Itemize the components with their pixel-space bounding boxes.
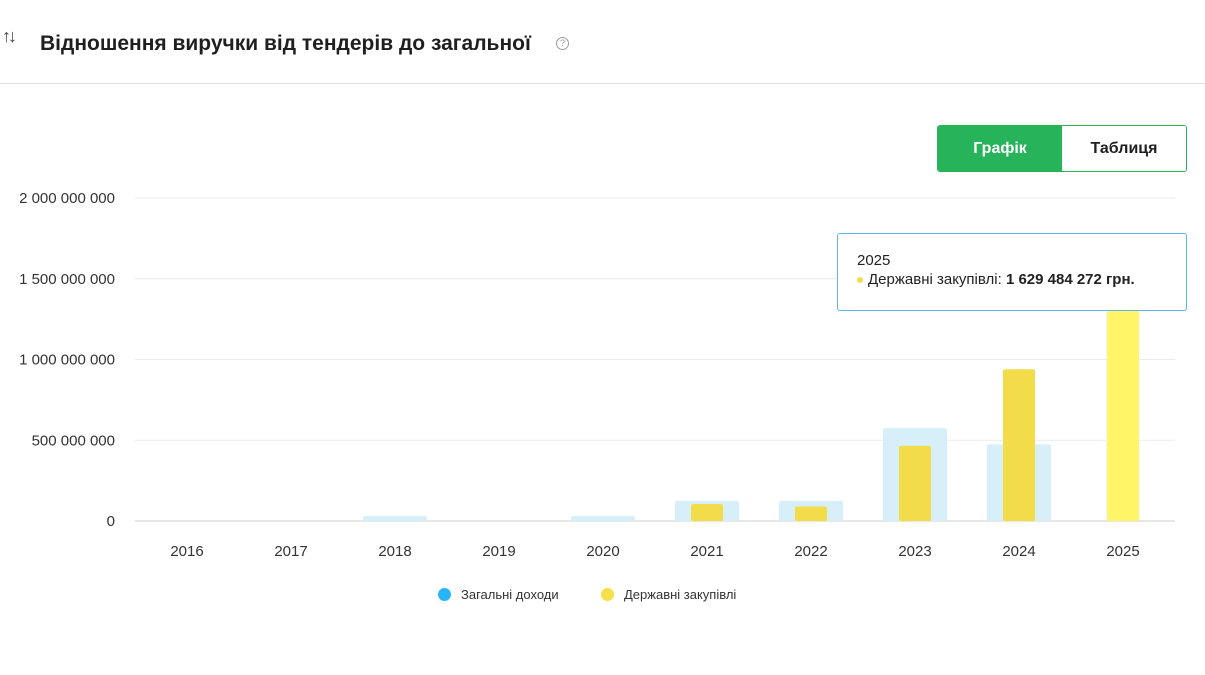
x-tick-label: 2023: [898, 543, 931, 560]
chart-view-button[interactable]: Графік: [938, 126, 1062, 171]
table-view-button[interactable]: Таблиця: [1062, 126, 1186, 171]
legend-item-income[interactable]: Загальні доходи: [438, 587, 559, 602]
x-tick-label: 2016: [170, 543, 203, 560]
x-tick-label: 2022: [794, 543, 827, 560]
y-tick-label: 1 000 000 000: [19, 352, 115, 369]
tooltip-year: 2025: [857, 252, 891, 269]
view-toggle: Графік Таблиця: [937, 125, 1187, 172]
chart-title: Відношення виручки від тендерів до загал…: [40, 32, 531, 55]
x-tick-label: 2019: [482, 543, 515, 560]
bar-procurement-2021: [691, 504, 723, 521]
x-tick-label: 2021: [690, 543, 723, 560]
bar-procurement-2022: [795, 506, 827, 521]
tooltip-value: 1 629 484 272 грн.: [1005, 271, 1135, 288]
x-tick-label: 2018: [378, 543, 411, 560]
x-tick-label: 2025: [1106, 543, 1139, 560]
legend-dot-income: [438, 588, 451, 601]
legend-label-procurement: Державні закупівлі: [624, 587, 737, 602]
sort-arrows-icon[interactable]: ↑↓: [2, 26, 17, 46]
legend-item-procurement[interactable]: Державні закупівлі: [601, 587, 736, 602]
chart-legend: Загальні доходи Державні закупівлі: [0, 587, 1205, 605]
tooltip-row: Державні закупівлі: 1 629 484 272 грн.: [857, 270, 1186, 290]
x-tick-label: 2024: [1002, 543, 1035, 560]
x-tick-label: 2017: [274, 543, 307, 560]
chart-tooltip: 2025 Державні закупівлі: 1 629 484 272 г…: [837, 233, 1187, 311]
x-tick-label: 2020: [586, 543, 619, 560]
legend-dot-procurement: [601, 588, 614, 601]
y-tick-label: 2 000 000 000: [19, 190, 115, 207]
y-tick-label: 1 500 000 000: [19, 271, 115, 288]
y-tick-label: 0: [107, 513, 115, 530]
help-icon[interactable]: ?: [556, 37, 569, 50]
bar-procurement-2024: [1003, 369, 1035, 521]
bar-procurement-2023: [899, 445, 931, 521]
bar-income-2020: [571, 516, 635, 521]
tooltip-dot-icon: [857, 277, 863, 284]
legend-label-income: Загальні доходи: [461, 587, 559, 602]
bar-procurement-2025: [1107, 257, 1139, 521]
bar-income-2018: [363, 516, 427, 521]
y-tick-label: 500 000 000: [32, 432, 115, 449]
tooltip-series-label: Державні закупівлі:: [868, 271, 1002, 288]
chart-header: ↑↓ Відношення виручки від тендерів до за…: [0, 0, 1205, 84]
